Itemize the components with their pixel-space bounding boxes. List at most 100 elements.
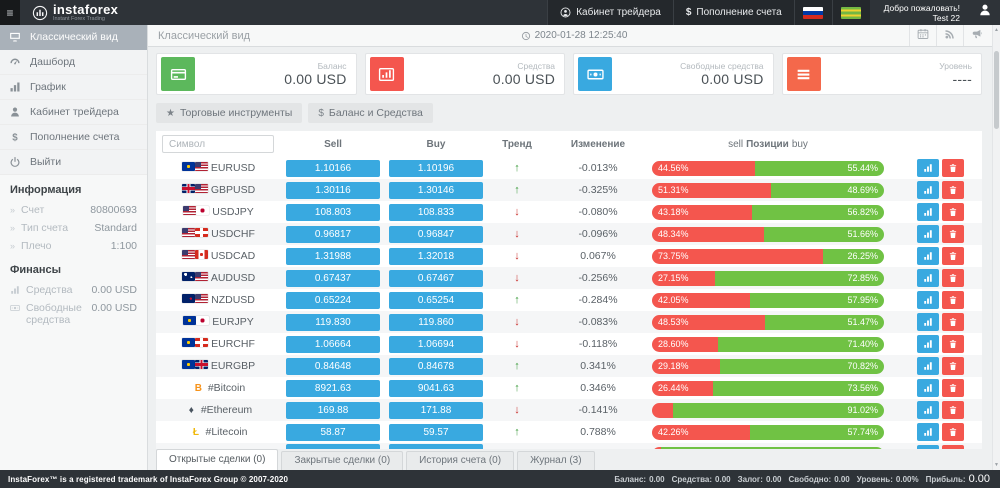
sell-price-button[interactable]: 0.65224 xyxy=(286,291,380,309)
bottom-tab[interactable]: История счета (0) xyxy=(406,451,515,470)
buy-price-button[interactable]: 171.88 xyxy=(389,401,483,419)
sell-price-button[interactable] xyxy=(286,444,380,449)
positions-bar: 44.56% 55.44% xyxy=(652,160,884,176)
buy-price-button[interactable] xyxy=(389,444,483,449)
sell-price-button[interactable]: 1.06664 xyxy=(286,335,380,353)
sell-price-button[interactable]: 8921.63 xyxy=(286,379,380,397)
balance-funds-button[interactable]: $ Баланс и Средства xyxy=(308,103,433,123)
buy-price-button[interactable]: 1.06694 xyxy=(389,335,483,353)
chart-button[interactable] xyxy=(917,159,939,177)
delete-button[interactable] xyxy=(942,379,964,397)
delete-button[interactable] xyxy=(942,423,964,441)
avatar[interactable] xyxy=(970,0,1000,25)
delete-button[interactable] xyxy=(942,225,964,243)
delete-button[interactable] xyxy=(942,181,964,199)
sidebar-item-chart[interactable]: График xyxy=(0,75,147,100)
language-flag-button[interactable] xyxy=(831,0,870,25)
flag-eu-icon xyxy=(181,360,195,369)
trading-instruments-label: Торговые инструменты xyxy=(179,107,293,119)
chart-button[interactable] xyxy=(917,225,939,243)
sell-price-button[interactable]: 0.67437 xyxy=(286,269,380,287)
table-row: ♦ #Ethereum 169.88 171.88 ↓ -0.141% 91.0… xyxy=(156,399,982,421)
delete-button[interactable] xyxy=(942,313,964,331)
sell-price-button[interactable]: 0.96817 xyxy=(286,225,380,243)
chart-button[interactable] xyxy=(917,401,939,419)
footer-stat-value: 0.00 xyxy=(765,474,782,484)
delete-button[interactable] xyxy=(942,159,964,177)
sidebar-item-dashboard[interactable]: Дашборд xyxy=(0,50,147,75)
chart-button[interactable] xyxy=(917,291,939,309)
chart-button[interactable] xyxy=(917,203,939,221)
sell-price-button[interactable]: 1.10166 xyxy=(286,159,380,177)
delete-button[interactable] xyxy=(942,445,964,449)
buy-price-button[interactable]: 0.96847 xyxy=(389,225,483,243)
sell-price-button[interactable]: 1.30116 xyxy=(286,181,380,199)
sidebar-item-logout[interactable]: Выйти xyxy=(0,150,147,175)
sidebar-item-classic[interactable]: Классический вид xyxy=(0,25,147,50)
vertical-scrollbar[interactable]: ▲ ▼ xyxy=(992,25,1000,470)
sell-price-button[interactable]: 108.803 xyxy=(286,203,380,221)
rss-button[interactable] xyxy=(936,25,963,46)
delete-button[interactable] xyxy=(942,269,964,287)
delete-button[interactable] xyxy=(942,203,964,221)
chart-button[interactable] xyxy=(917,357,939,375)
symbol-flags: Ł xyxy=(189,426,202,438)
buy-price-button[interactable]: 108.833 xyxy=(389,203,483,221)
chart-button[interactable] xyxy=(917,313,939,331)
hamburger-menu-icon[interactable]: ≡ xyxy=(0,0,20,25)
deposit-button[interactable]: $ Пополнение счета xyxy=(672,0,794,25)
trading-instruments-button[interactable]: ★ Торговые инструменты xyxy=(156,103,303,123)
sell-price-button[interactable]: 0.84648 xyxy=(286,357,380,375)
buy-price-button[interactable]: 0.65254 xyxy=(389,291,483,309)
positions-bar: 51.31% 48.69% xyxy=(652,182,884,198)
delete-button[interactable] xyxy=(942,401,964,419)
language-flag-icon xyxy=(841,6,862,19)
delete-button[interactable] xyxy=(942,291,964,309)
bottom-tab[interactable]: Закрытые сделки (0) xyxy=(281,451,404,470)
chart-button[interactable] xyxy=(917,445,939,449)
sell-price-button[interactable]: 58.87 xyxy=(286,423,380,441)
flag-jp-icon xyxy=(196,206,210,215)
buy-price-button[interactable]: 9041.63 xyxy=(389,379,483,397)
scroll-up-arrow-icon[interactable]: ▲ xyxy=(994,27,999,33)
buy-price-button[interactable]: 1.10196 xyxy=(389,159,483,177)
sidebar-item-cabinet[interactable]: Кабинет трейдера xyxy=(0,100,147,125)
footer-stat-label: Средства: xyxy=(671,474,713,484)
buy-price-button[interactable]: 1.32018 xyxy=(389,247,483,265)
calendar-button[interactable] xyxy=(909,25,936,46)
delete-button[interactable] xyxy=(942,247,964,265)
buy-price-button[interactable]: 119.860 xyxy=(389,313,483,331)
trader-cabinet-button[interactable]: Кабинет трейдера xyxy=(547,0,673,25)
chart-button[interactable] xyxy=(917,247,939,265)
buy-price-button[interactable]: 0.67467 xyxy=(389,269,483,287)
info-section-title: Информация xyxy=(10,184,82,196)
balance-funds-label: Баланс и Средства xyxy=(328,107,423,119)
delete-button[interactable] xyxy=(942,335,964,353)
delete-button[interactable] xyxy=(942,357,964,375)
announcements-button[interactable] xyxy=(963,25,990,46)
change-value: -0.284% xyxy=(578,294,618,306)
sell-positions-segment: 51.31% xyxy=(652,182,772,198)
buy-price-button[interactable]: 1.30146 xyxy=(389,181,483,199)
sell-price-button[interactable]: 169.88 xyxy=(286,401,380,419)
symbol-search-input[interactable] xyxy=(162,135,274,153)
bottom-tab[interactable]: Открытые сделки (0) xyxy=(156,449,279,470)
scrollbar-thumb[interactable] xyxy=(994,51,999,129)
chart-button[interactable] xyxy=(917,269,939,287)
buy-price-button[interactable]: 0.84678 xyxy=(389,357,483,375)
monitor-icon xyxy=(0,31,30,43)
change-value: -0.325% xyxy=(578,184,618,196)
flag-eu-icon xyxy=(181,162,195,171)
table-row: ● xyxy=(156,443,982,449)
bottom-tab[interactable]: Журнал (3) xyxy=(517,451,595,470)
sell-price-button[interactable]: 1.31988 xyxy=(286,247,380,265)
language-russian-flag-button[interactable] xyxy=(793,0,832,25)
buy-price-button[interactable]: 59.57 xyxy=(389,423,483,441)
sell-price-button[interactable]: 119.830 xyxy=(286,313,380,331)
sidebar-item-deposit[interactable]: $ Пополнение счета xyxy=(0,125,147,150)
scroll-down-arrow-icon[interactable]: ▼ xyxy=(994,462,999,468)
chart-button[interactable] xyxy=(917,379,939,397)
chart-button[interactable] xyxy=(917,181,939,199)
chart-button[interactable] xyxy=(917,335,939,353)
chart-button[interactable] xyxy=(917,423,939,441)
